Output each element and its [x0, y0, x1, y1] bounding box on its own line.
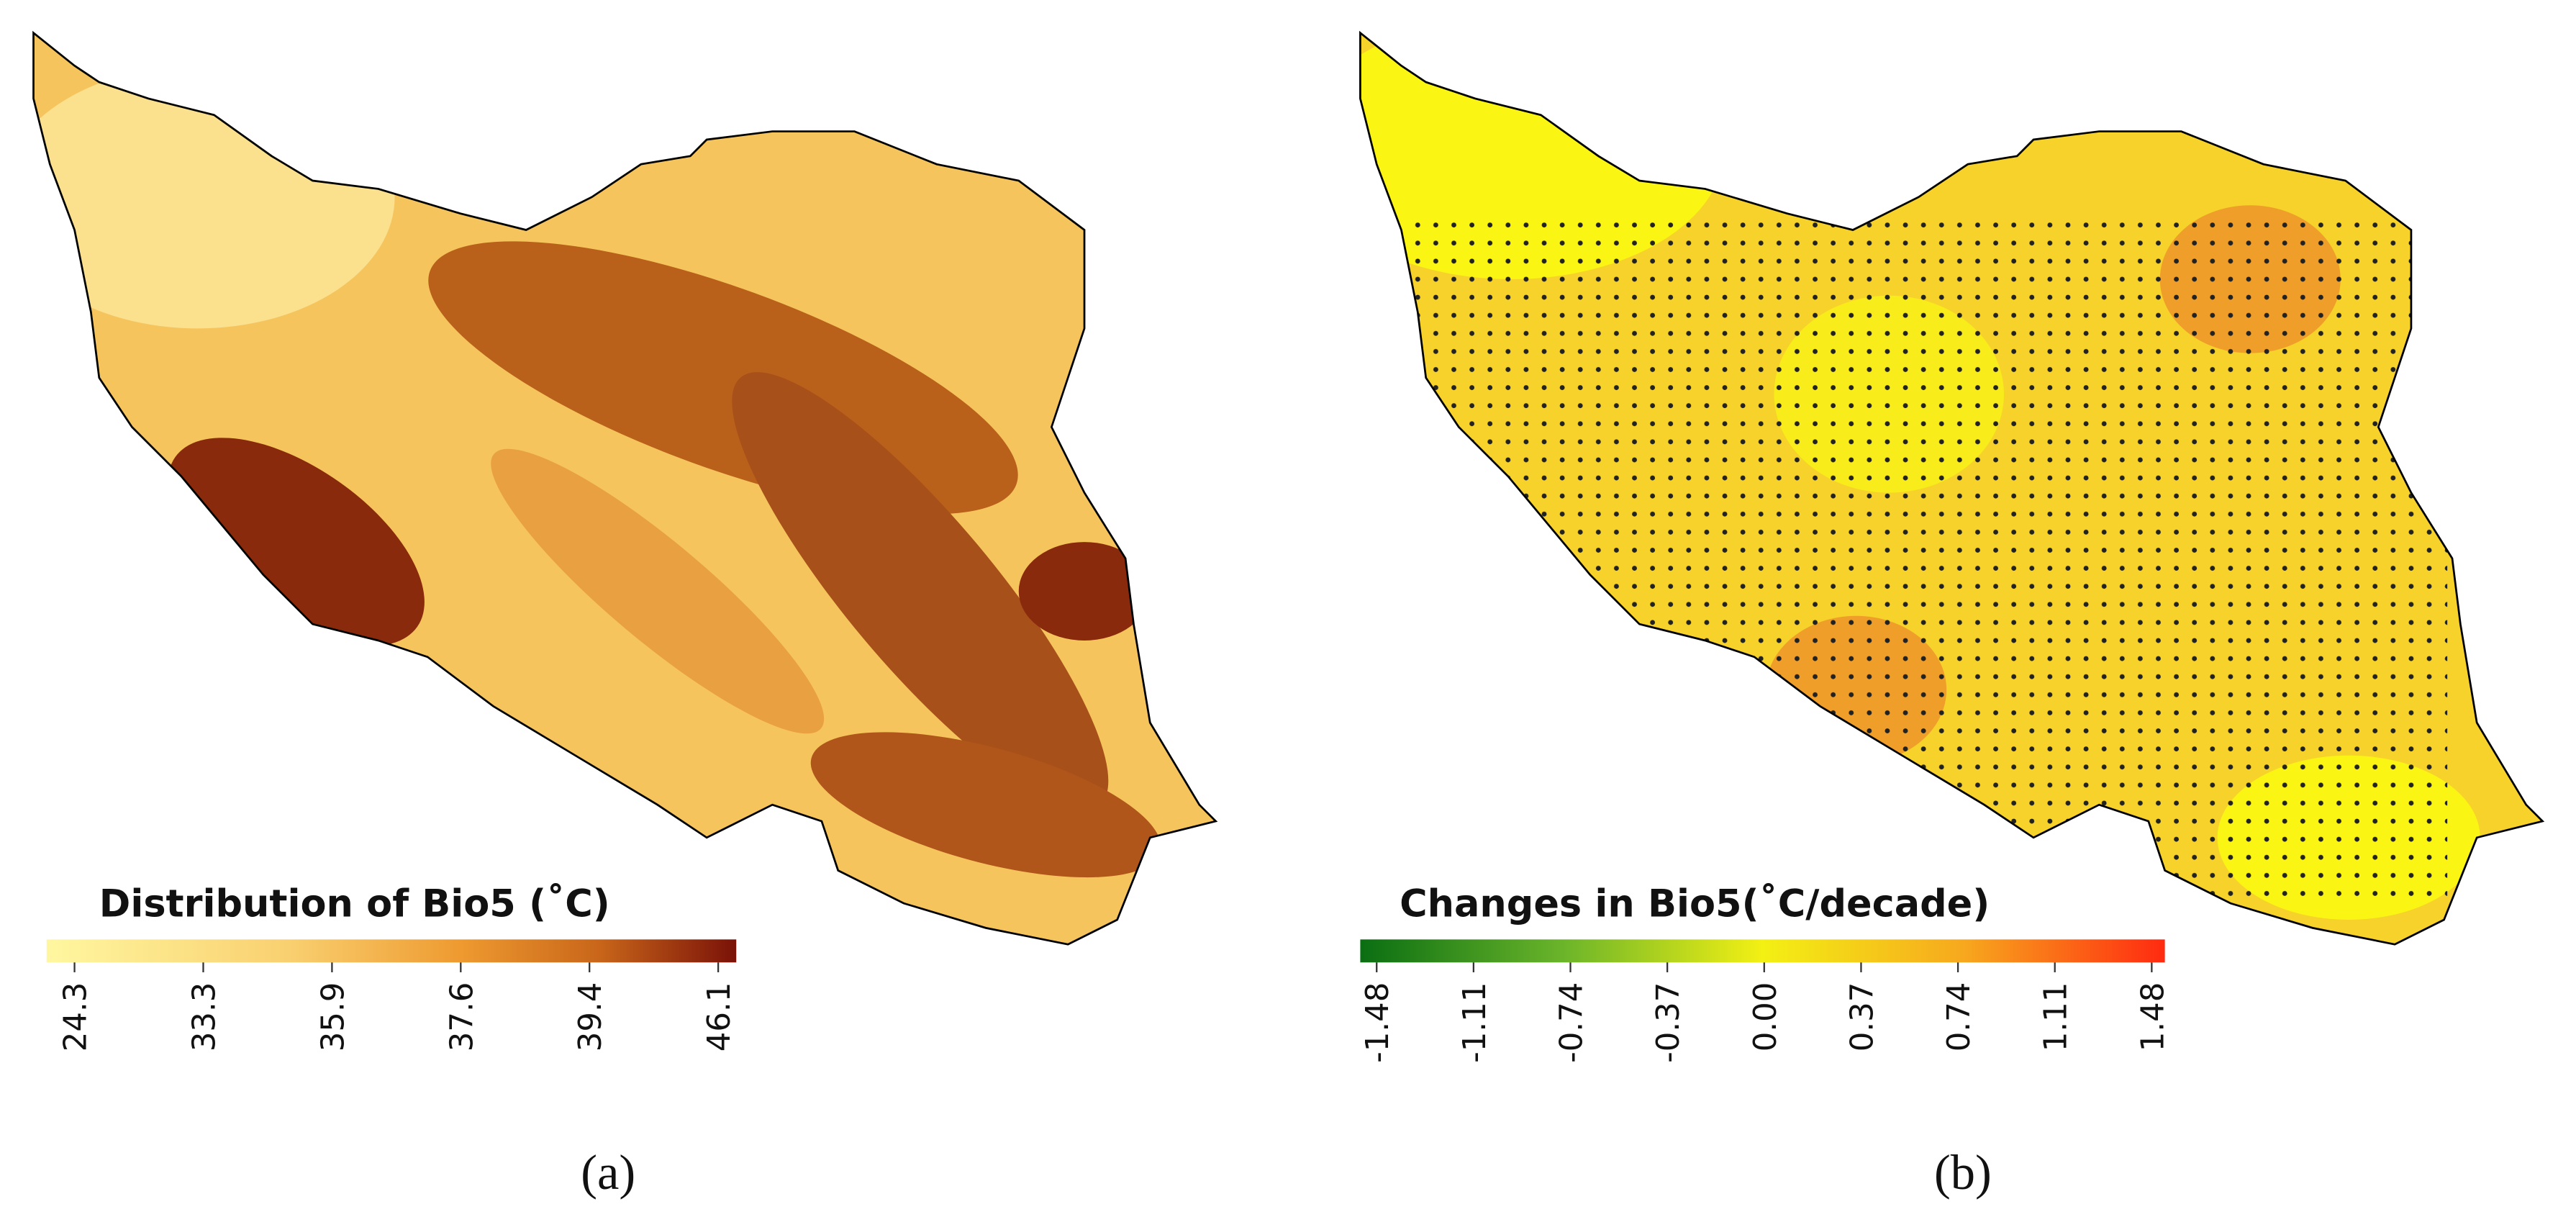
map-a — [32, 32, 1217, 946]
caption: (b) — [1934, 1145, 1992, 1200]
tick-label: 0.74 — [1941, 982, 1977, 1052]
tick-label: -1.48 — [1360, 982, 1396, 1063]
colorbar — [1360, 939, 2165, 963]
tick-label: 35.9 — [315, 982, 351, 1052]
tick-label: 39.4 — [573, 982, 609, 1052]
tick-label: -1.11 — [1457, 982, 1493, 1063]
map-b — [1359, 32, 2544, 946]
tick-label: -0.37 — [1651, 982, 1687, 1063]
caption: (a) — [581, 1145, 635, 1200]
legend-title: Distribution of Bio5 (˚C) — [99, 882, 610, 926]
colorbar — [46, 939, 737, 963]
tick-label: -0.74 — [1554, 982, 1589, 1063]
tick-label: 37.6 — [444, 982, 480, 1052]
tick-label: 46.1 — [702, 982, 738, 1052]
tick-label: 24.3 — [58, 982, 94, 1052]
tick-label: 1.11 — [2038, 982, 2074, 1052]
tick-label: 33.3 — [186, 982, 222, 1052]
tick-label: 1.48 — [2135, 982, 2171, 1052]
tick-label: 0.00 — [1748, 982, 1784, 1052]
legend-title: Changes in Bio5(˚C/decade) — [1400, 882, 1990, 926]
tick-label: 0.37 — [1844, 982, 1880, 1052]
